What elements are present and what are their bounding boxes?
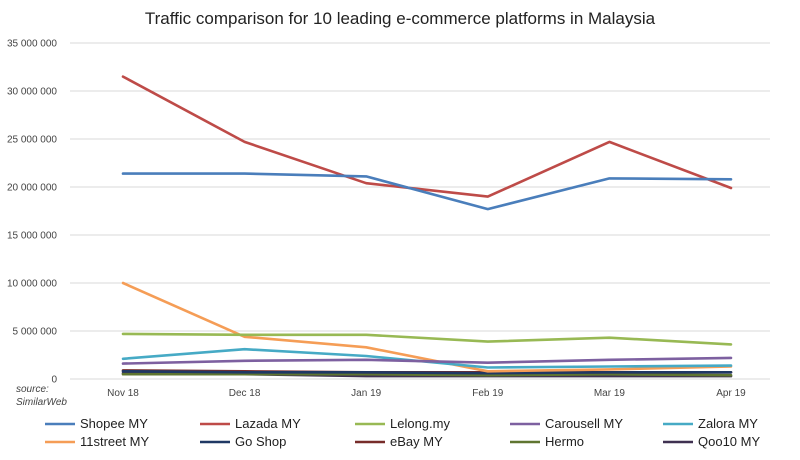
x-tick-label: Nov 18: [107, 388, 139, 399]
series-line-go-shop: [121, 369, 733, 375]
gridlines: [70, 42, 770, 380]
legend-label-lelong-my: Lelong.my: [390, 416, 450, 431]
y-tick-label: 15 000 000: [7, 231, 57, 242]
legend-label-carousell-my: Carousell MY: [545, 416, 623, 431]
series-line-lelong-my: [121, 332, 733, 346]
legend-label-zalora-my: Zalora MY: [698, 416, 758, 431]
chart-title: Traffic comparison for 10 leading e-comm…: [145, 9, 656, 28]
x-tick-label: Apr 19: [716, 388, 746, 399]
y-tick-label: 20 000 000: [7, 183, 57, 194]
y-tick-label: 25 000 000: [7, 135, 57, 146]
y-tick-label: 0: [51, 375, 57, 386]
legend-label-qoo10-my: Qoo10 MY: [698, 434, 760, 449]
series-line-hermo: [121, 372, 733, 377]
series-line-11street-my: [121, 281, 733, 373]
series-line-shopee-my: [121, 172, 733, 211]
legend-label-11street-my: 11street MY: [80, 434, 149, 449]
legend-label-lazada-my: Lazada MY: [235, 416, 301, 431]
source-name: SimilarWeb: [16, 397, 67, 408]
legend-label-ebay-my: eBay MY: [390, 434, 443, 449]
legend: Shopee MY Lazada MY Lelong.my Carousell MY Z…: [45, 416, 760, 449]
x-tick-label: Mar 19: [594, 388, 626, 399]
source-label: source:: [16, 384, 49, 395]
y-tick-label: 5 000 000: [13, 327, 58, 338]
legend-label-hermo: Hermo: [545, 434, 584, 449]
series-lines: [121, 75, 733, 378]
y-tick-label: 10 000 000: [7, 279, 57, 290]
x-tick-label: Dec 18: [229, 388, 261, 399]
y-axis: 0 5 000 000 10 000 000 15 000 000 20 000 000…: [7, 39, 58, 386]
legend-label-shopee-my: Shopee MY: [80, 416, 148, 431]
legend-label-go-shop: Go Shop: [235, 434, 286, 449]
x-axis: Nov 18 Dec 18 Jan 19 Feb 19 Mar 19 Apr 19: [107, 388, 746, 399]
y-tick-label: 30 000 000: [7, 87, 57, 98]
series-line-lazada-my: [121, 75, 733, 198]
x-tick-label: Jan 19: [351, 388, 381, 399]
series-line-carousell-my: [121, 356, 733, 365]
y-tick-label: 35 000 000: [7, 39, 57, 50]
x-tick-label: Feb 19: [472, 388, 504, 399]
